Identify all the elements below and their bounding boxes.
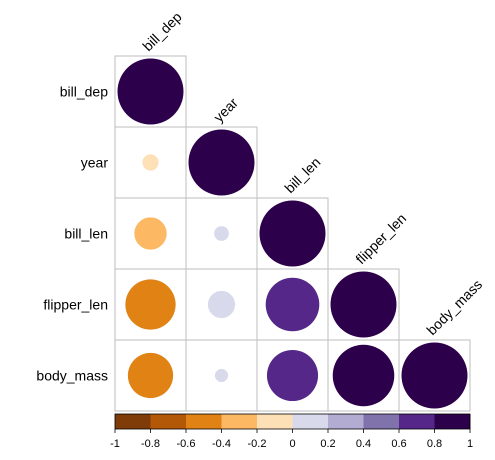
- column-label: flipper_len: [352, 210, 409, 267]
- row-label: bill_len: [64, 226, 108, 242]
- colorbar-tick-label: -1: [110, 438, 120, 450]
- correlation-circle: [214, 226, 229, 241]
- colorbar-tick-label: 0.4: [356, 438, 371, 450]
- correlation-circle: [134, 217, 167, 250]
- colorbar-tick-label: -0.8: [141, 438, 160, 450]
- row-label: flipper_len: [43, 297, 108, 313]
- correlation-circle: [266, 349, 319, 402]
- colorbar-tick-label: 1: [467, 438, 473, 450]
- colorbar-segment: [292, 414, 329, 429]
- colorbar-tick-label: -0.2: [248, 438, 267, 450]
- column-label: bill_len: [281, 154, 323, 196]
- correlation-circle: [332, 344, 395, 407]
- correlation-circle: [401, 342, 468, 409]
- colorbar-segment: [257, 414, 293, 429]
- row-label: body_mass: [36, 368, 108, 384]
- correlation-circle: [265, 277, 320, 332]
- column-label: bill_dep: [139, 9, 185, 55]
- row-label: year: [81, 155, 109, 171]
- colorbar-tick-label: 0.6: [391, 438, 406, 450]
- correlation-circle: [125, 279, 176, 330]
- correlation-circle: [127, 352, 174, 399]
- correlation-circle: [259, 200, 326, 267]
- colorbar-segment: [363, 414, 400, 429]
- column-label: body_mass: [423, 276, 485, 338]
- correlation-circle: [330, 271, 397, 338]
- colorbar-segment: [221, 414, 258, 429]
- colorbar-segment: [186, 414, 222, 429]
- colorbar-segment: [115, 414, 151, 429]
- colorbar-tick-label: -0.6: [177, 438, 196, 450]
- colorbar-tick-label: 0.2: [320, 438, 335, 450]
- correlation-circle: [207, 290, 236, 319]
- correlation-circle: [214, 368, 229, 383]
- colorbar-tick-label: 0.8: [427, 438, 442, 450]
- colorbar-segment: [150, 414, 187, 429]
- correlation-circle: [188, 129, 255, 196]
- correlation-circle: [142, 154, 159, 171]
- grid-cell: [185, 268, 258, 341]
- colorbar-tick-label: -0.4: [212, 438, 231, 450]
- column-label: year: [210, 94, 241, 125]
- colorbar-segment: [399, 414, 435, 429]
- correlation-circle: [117, 58, 184, 125]
- row-label: bill_dep: [60, 84, 108, 100]
- colorbar-tick-label: 0: [289, 438, 295, 450]
- colorbar-segment: [434, 414, 471, 429]
- colorbar-segment: [328, 414, 364, 429]
